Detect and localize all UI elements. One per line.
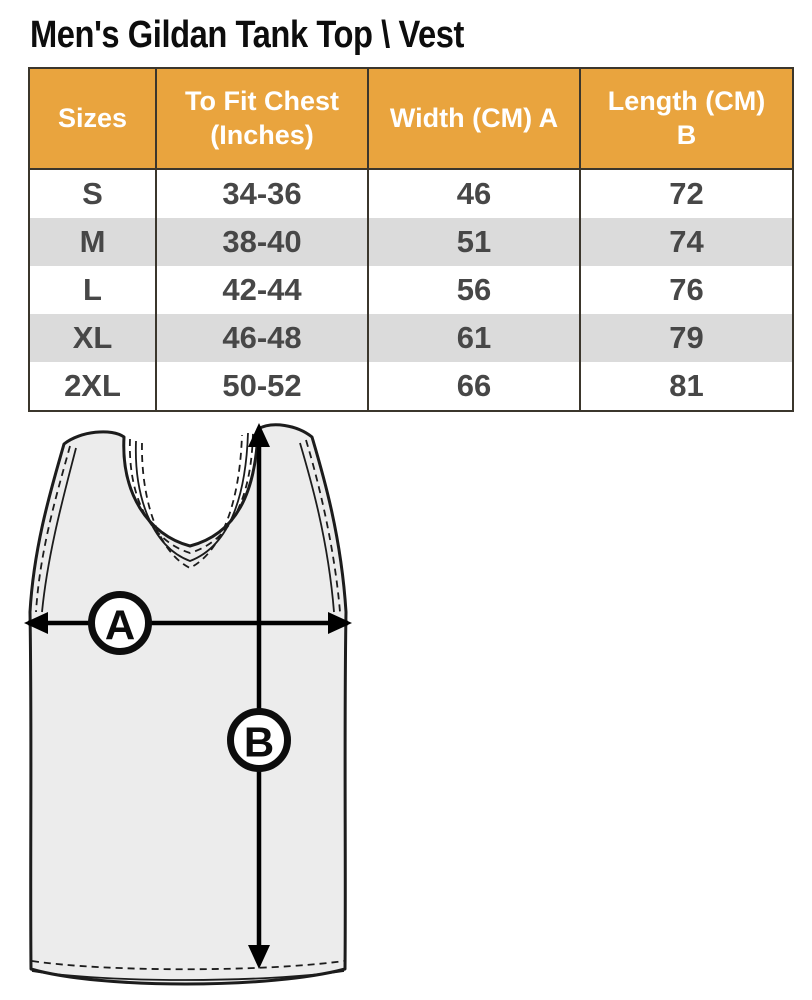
cell-length: 79 (669, 320, 704, 355)
table-row: XL 46-48 61 79 (30, 314, 792, 362)
cell-width: 61 (369, 314, 581, 362)
col-header-length: Length (CM) B (607, 85, 766, 150)
cell-width: 56 (369, 266, 581, 314)
cell-chest: 34-36 (157, 170, 369, 218)
tank-top-outline (28, 423, 348, 986)
col-header-sizes: Sizes (30, 69, 157, 168)
cell-chest: 42-44 (157, 266, 369, 314)
width-marker-a: A (88, 591, 152, 655)
cell-size: 2XL (30, 362, 157, 410)
table-row: S 34-36 46 72 (30, 170, 792, 218)
tank-top-measurement-diagram: A B (24, 423, 352, 986)
size-chart-table: Sizes To Fit Chest (Inches) Width (CM) A… (28, 67, 794, 412)
cell-width: 46 (369, 170, 581, 218)
table-header-row: Sizes To Fit Chest (Inches) Width (CM) A… (30, 69, 792, 170)
cell-size: L (30, 266, 157, 314)
col-header-chest: To Fit Chest (Inches) (157, 69, 369, 168)
table-row: 2XL 50-52 66 81 (30, 362, 792, 410)
cell-length: 72 (669, 176, 704, 211)
length-marker-b: B (227, 708, 291, 772)
cell-chest: 50-52 (157, 362, 369, 410)
cell-length: 74 (669, 224, 704, 259)
length-marker-label: B (244, 719, 274, 766)
cell-size: XL (30, 314, 157, 362)
table-row: L 42-44 56 76 (30, 266, 792, 314)
cell-length: 81 (669, 368, 704, 403)
cell-size: M (30, 218, 157, 266)
width-marker-label: A (105, 602, 135, 649)
table-row: M 38-40 51 74 (30, 218, 792, 266)
cell-width: 66 (369, 362, 581, 410)
cell-chest: 38-40 (157, 218, 369, 266)
cell-width: 51 (369, 218, 581, 266)
page-title: Men's Gildan Tank Top \ Vest (30, 14, 535, 57)
width-arrow (24, 612, 352, 634)
length-arrow (248, 423, 270, 969)
cell-length: 76 (669, 272, 704, 307)
cell-size: S (30, 170, 157, 218)
col-header-width: Width (CM) A (369, 69, 581, 168)
page-title-text: Men's Gildan Tank Top \ Vest (30, 14, 464, 56)
cell-chest: 46-48 (157, 314, 369, 362)
